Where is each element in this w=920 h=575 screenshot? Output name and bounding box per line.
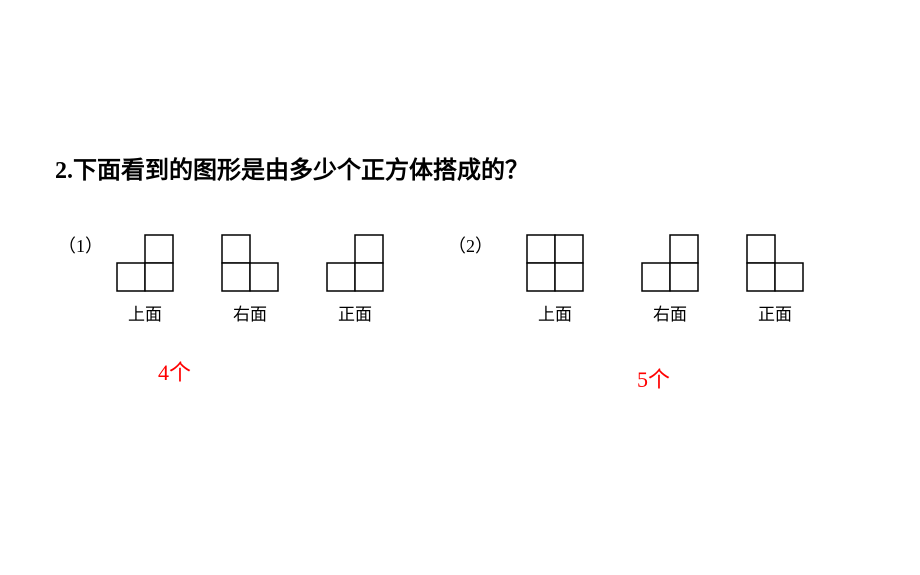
problem-label-1: （1） xyxy=(58,232,103,258)
view-group: 上面 xyxy=(110,222,180,325)
view-caption: 上面 xyxy=(538,300,572,325)
shape-pad xyxy=(520,222,590,292)
shape-pad xyxy=(215,222,285,292)
cube-cell xyxy=(555,263,583,291)
view-caption: 上面 xyxy=(128,300,162,325)
cube-cell xyxy=(747,263,775,291)
shape-pad xyxy=(740,222,810,292)
answer-1: 4个 xyxy=(158,355,191,387)
cube-cell xyxy=(555,235,583,263)
cube-cell xyxy=(327,263,355,291)
view-group: 右面 xyxy=(635,222,705,325)
view-group: 正面 xyxy=(740,222,810,325)
shape-svg xyxy=(116,234,174,292)
cube-cell xyxy=(642,263,670,291)
view-caption: 右面 xyxy=(233,300,267,325)
shape-svg xyxy=(641,234,699,292)
cube-cell xyxy=(250,263,278,291)
cube-cell xyxy=(747,235,775,263)
question-title: 2.下面看到的图形是由多少个正方体搭成的？ xyxy=(55,150,529,185)
cube-cell xyxy=(145,263,173,291)
view-group: 正面 xyxy=(320,222,390,325)
shape-svg xyxy=(526,234,584,292)
cube-cell xyxy=(670,263,698,291)
view-group: 上面 xyxy=(520,222,590,325)
cube-cell xyxy=(222,263,250,291)
cube-cell xyxy=(355,235,383,263)
problem-label-2: （2） xyxy=(448,232,493,258)
shape-pad xyxy=(635,222,705,292)
shape-pad xyxy=(110,222,180,292)
cube-cell xyxy=(670,235,698,263)
shape-svg xyxy=(746,234,804,292)
view-caption: 正面 xyxy=(758,300,792,325)
shape-svg xyxy=(221,234,279,292)
cube-cell xyxy=(527,263,555,291)
view-caption: 正面 xyxy=(338,300,372,325)
shape-pad xyxy=(320,222,390,292)
cube-cell xyxy=(145,235,173,263)
cube-cell xyxy=(117,263,145,291)
cube-cell xyxy=(775,263,803,291)
cube-cell xyxy=(527,235,555,263)
view-caption: 右面 xyxy=(653,300,687,325)
view-group: 右面 xyxy=(215,222,285,325)
shape-svg xyxy=(326,234,384,292)
cube-cell xyxy=(222,235,250,263)
cube-cell xyxy=(355,263,383,291)
answer-2: 5个 xyxy=(637,362,670,394)
